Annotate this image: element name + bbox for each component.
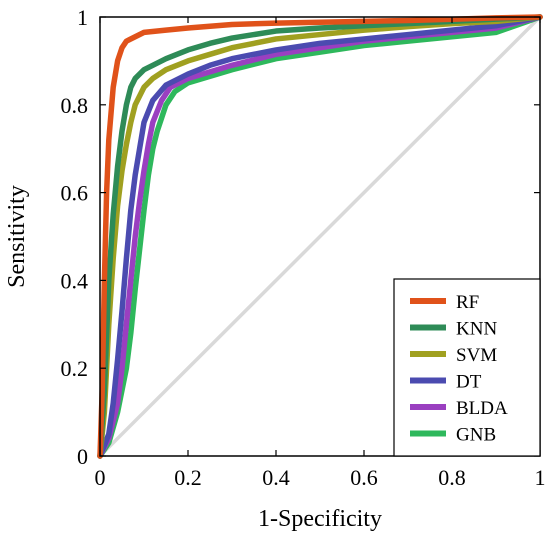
x-tick-label: 0.2: [174, 465, 202, 490]
y-tick-label: 0.4: [61, 268, 89, 293]
legend-label-rf: RF: [456, 292, 479, 313]
y-tick-label: 0: [77, 444, 88, 469]
legend-label-gnb: GNB: [456, 425, 496, 446]
axis-ticks: 0 0.2 0.4 0.6 0.8 1 0 0.2 0.4 0.6 0.8 1: [61, 5, 546, 490]
series-line-svm: [97, 14, 543, 459]
series-line-knn: [97, 14, 543, 459]
y-tick-label: 0.6: [61, 181, 89, 206]
y-tick-label: 1: [77, 5, 88, 30]
y-axis-label: Sensitivity: [4, 185, 30, 288]
x-tick-label: 0: [95, 465, 106, 490]
plot-area: [97, 14, 543, 459]
series-line-gnb: [97, 14, 543, 459]
series-line-rf: [97, 14, 543, 459]
legend-label-svm: SVM: [456, 345, 497, 366]
legend-label-dt: DT: [456, 372, 482, 393]
x-axis-label: 1-Specificity: [258, 506, 382, 532]
y-tick-label: 0.2: [61, 356, 89, 381]
x-tick-label: 0.6: [350, 465, 378, 490]
x-tick-label: 0.8: [438, 465, 466, 490]
reference-diagonal: [98, 15, 542, 458]
y-tick-label: 0.8: [61, 93, 89, 118]
legend: RF KNN SVM DT BLDA GNB: [393, 278, 541, 457]
legend-label-knn: KNN: [456, 319, 497, 340]
legend-label-blda: BLDA: [456, 398, 508, 419]
legend-box: [393, 278, 541, 457]
x-tick-label: 0.4: [262, 465, 290, 490]
plot-frame: [99, 16, 541, 457]
series-line-dt: [97, 14, 543, 459]
x-tick-label: 1: [535, 465, 546, 490]
